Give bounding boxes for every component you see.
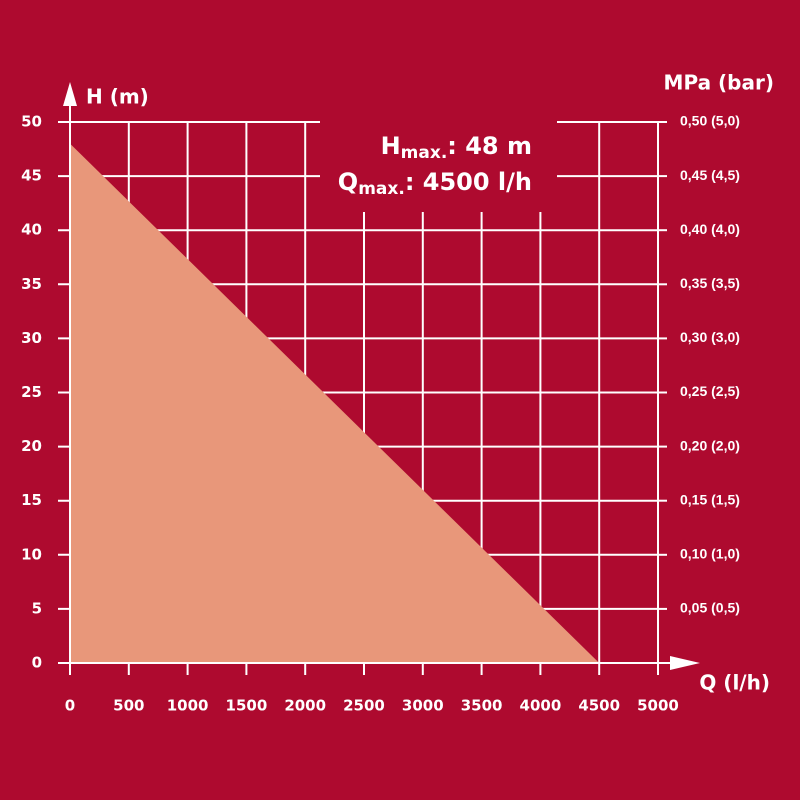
annotation-sub: max. — [401, 143, 448, 163]
annotation-main: Q — [338, 168, 358, 196]
x-tick-label: 500 — [113, 697, 144, 715]
y-axis-label: H (m) — [86, 85, 149, 109]
x-tick-label: 4000 — [520, 697, 562, 715]
y2-axis-label: MPa (bar) — [664, 71, 774, 95]
y-tick-label: 50 — [21, 113, 42, 131]
y-tick-label: 35 — [21, 275, 42, 293]
x-tick-label: 2000 — [284, 697, 326, 715]
y2-tick-label: 0,30 (3,0) — [680, 329, 740, 345]
y2-tick-label: 0,25 (2,5) — [680, 383, 740, 399]
x-arrow — [670, 656, 700, 670]
y2-tick-label: 0,50 (5,0) — [680, 113, 740, 129]
y2-tick-label: 0,35 (3,5) — [680, 275, 740, 291]
x-tick-label: 1000 — [167, 697, 209, 715]
y2-tick-label: 0,10 (1,0) — [680, 546, 740, 562]
y2-tick-label: 0,15 (1,5) — [680, 491, 740, 507]
y-tick-label: 0 — [32, 654, 42, 672]
annotation-rest: : 4500 l/h — [405, 168, 532, 196]
annotation: Qmax.: 4500 l/h — [338, 168, 532, 199]
y2-tick-label: 0,05 (0,5) — [680, 600, 740, 616]
x-tick-label: 5000 — [637, 697, 679, 715]
x-tick-label: 3500 — [461, 697, 503, 715]
y-tick-label: 25 — [21, 383, 42, 401]
x-axis-label: Q (l/h) — [699, 671, 770, 695]
annotation-main: H — [381, 132, 401, 160]
annotation-sub: max. — [358, 179, 405, 199]
plot — [70, 143, 600, 663]
area — [70, 143, 600, 663]
x-tick-label: 3000 — [402, 697, 444, 715]
annotation-box — [320, 100, 557, 212]
x-tick-label: 0 — [65, 697, 75, 715]
y-tick-label: 15 — [21, 491, 42, 509]
x-tick-label: 2500 — [343, 697, 385, 715]
y-tick-label: 5 — [32, 599, 42, 617]
annotation: Hmax.: 48 m — [381, 132, 532, 163]
x-tick-label: 4500 — [578, 697, 620, 715]
y-tick-label: 40 — [21, 221, 42, 239]
y-arrow — [63, 82, 77, 106]
y2-tick-label: 0,45 (4,5) — [680, 167, 740, 183]
annotation-rest: : 48 m — [447, 132, 532, 160]
x-tick-label: 1500 — [226, 697, 268, 715]
y2-tick-label: 0,40 (4,0) — [680, 221, 740, 237]
y-tick-label: 30 — [21, 329, 42, 347]
y-tick-label: 45 — [21, 167, 42, 185]
y2-tick-label: 0,20 (2,0) — [680, 437, 740, 453]
y-tick-label: 10 — [21, 545, 42, 563]
y-tick-label: 20 — [21, 437, 42, 455]
